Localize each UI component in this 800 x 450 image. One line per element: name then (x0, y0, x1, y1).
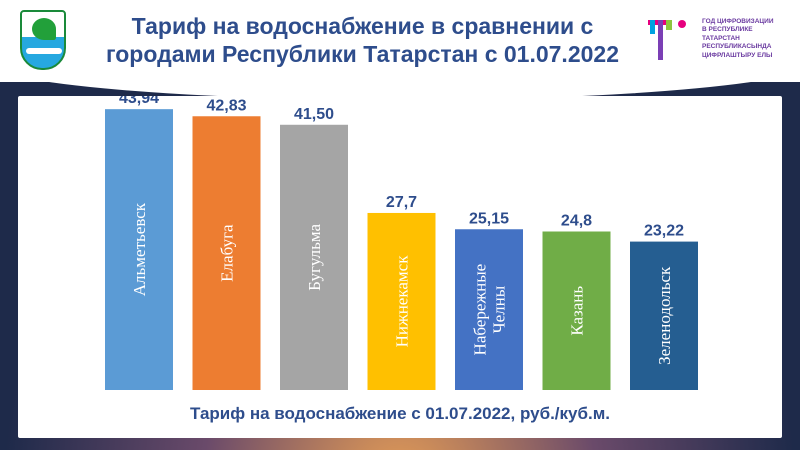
category-label-2-line-1: Елабуга (218, 224, 237, 282)
category-label-4-line-1: Нижнекамск (393, 255, 412, 348)
category-label-6: Казань (568, 286, 587, 336)
x-axis-label: Тариф на водоснабжение с 01.07.2022, руб… (189, 404, 611, 423)
bar-value-label-2: 42,83 (206, 97, 246, 114)
category-label-1-line-1: Альметьевск (130, 202, 149, 296)
digitalization-year-icon (648, 20, 686, 60)
page-title-line-2: городами Республики Татарстан с 01.07.20… (105, 41, 619, 67)
bar-value-label-7: 23,22 (644, 223, 684, 240)
category-label-3-line-1: Бугульма (305, 223, 324, 290)
bar-5 (455, 229, 523, 390)
bar-3 (280, 124, 348, 391)
bar-value-label-4: 27,7 (386, 194, 417, 211)
city-emblem-icon (20, 10, 66, 70)
category-label-7-line-1: Зеленодольск (655, 266, 674, 365)
page-title-line-1: Тариф на водоснабжение в сравнении с (131, 13, 594, 39)
bar-value-label-3: 41,50 (294, 106, 334, 123)
bar-4 (367, 212, 436, 390)
bar-value-label-1: 43,94 (119, 96, 159, 107)
page-title: Тариф на водоснабжение в сравнении с гор… (85, 12, 640, 68)
bar-2 (192, 116, 261, 390)
bar-1 (105, 109, 173, 391)
digitalization-year-logo: ГОД ЦИФРОВИЗАЦИИ В РЕСПУБЛИКЕ ТАТАРСТАН … (648, 18, 798, 78)
category-label-5-line-2: Челны (490, 285, 509, 333)
bar-6 (542, 231, 611, 390)
category-label-2: Елабуга (218, 224, 237, 282)
digitalization-year-text: ГОД ЦИФРОВИЗАЦИИ В РЕСПУБЛИКЕ ТАТАРСТАН … (702, 18, 774, 59)
category-label-7: Зеленодольск (655, 266, 674, 365)
category-label-5: Набережные Челны (471, 264, 509, 356)
bar-chart: 43,94 Альметьевск 42,83 Елабуга 41,50 Бугульм… (105, 96, 698, 391)
category-label-6-line-1: Казань (568, 286, 587, 336)
bar-7 (630, 241, 698, 390)
category-label-1: Альметьевск (130, 202, 149, 296)
bar-value-label-5: 25,15 (469, 210, 509, 227)
bar-value-label-6: 24,8 (561, 212, 592, 229)
category-label-3: Бугульма (305, 223, 324, 290)
category-label-5-line-1: Набережные (471, 264, 490, 356)
chart-panel: 43,94 Альметьевск 42,83 Елабуга 41,50 Бугульм… (18, 96, 782, 438)
category-label-4: Нижнекамск (393, 255, 412, 348)
